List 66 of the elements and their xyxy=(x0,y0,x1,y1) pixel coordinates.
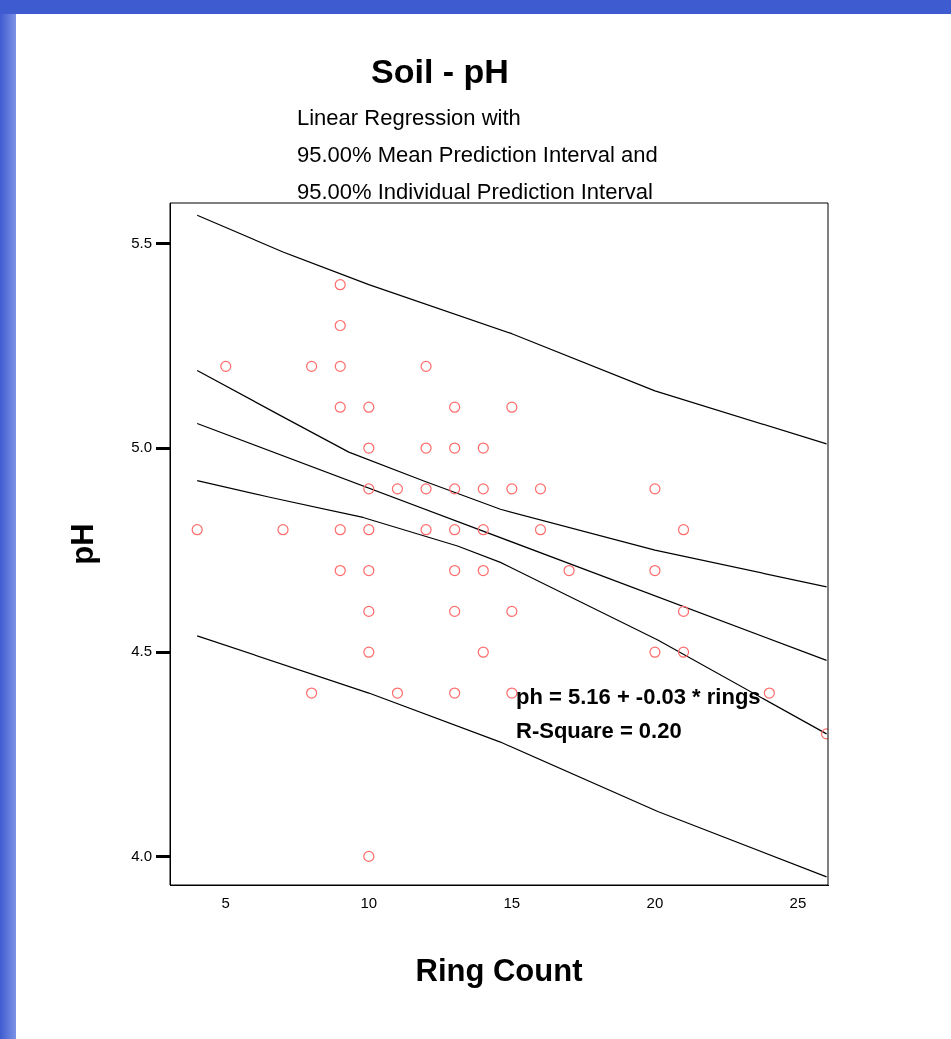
point xyxy=(363,850,375,863)
y-axis-title: pH xyxy=(65,523,101,565)
point xyxy=(649,483,661,495)
point xyxy=(763,687,775,699)
x-axis-title: Ring Count xyxy=(415,952,583,988)
point xyxy=(677,646,690,658)
chart-title: Soil - pH xyxy=(370,52,510,91)
point xyxy=(220,360,232,372)
point xyxy=(363,524,375,536)
point xyxy=(334,524,346,536)
point xyxy=(477,646,489,658)
point xyxy=(363,605,375,617)
point xyxy=(506,401,518,413)
point xyxy=(191,524,203,536)
point xyxy=(306,687,318,699)
point xyxy=(477,564,489,577)
point xyxy=(363,442,375,454)
point xyxy=(449,564,461,577)
x-tick-label: 25 xyxy=(789,894,807,912)
annotation: R-Square = 0.20 xyxy=(516,717,683,745)
point xyxy=(649,564,661,577)
point xyxy=(449,401,461,413)
point xyxy=(420,360,432,372)
point xyxy=(363,401,375,413)
point xyxy=(334,564,346,577)
x-tick-label: 15 xyxy=(503,894,521,912)
point xyxy=(334,401,346,413)
point xyxy=(449,605,461,617)
point xyxy=(363,646,375,658)
point xyxy=(420,524,432,536)
point xyxy=(534,483,547,495)
point xyxy=(306,360,318,372)
y-tick-label: 4.0 xyxy=(131,846,152,864)
point xyxy=(334,279,346,291)
point xyxy=(334,319,346,332)
x-tick-label: 5 xyxy=(221,894,230,912)
point xyxy=(363,564,375,577)
point xyxy=(506,605,518,617)
point xyxy=(277,524,289,536)
y-tick-label: 5.5 xyxy=(131,233,152,251)
point xyxy=(677,605,690,617)
point xyxy=(449,483,461,495)
point xyxy=(506,687,518,699)
point xyxy=(477,442,489,454)
point xyxy=(449,442,461,454)
point xyxy=(449,524,461,536)
point xyxy=(477,524,489,536)
x-tick-label: 10 xyxy=(360,894,378,912)
x-tick-label: 20 xyxy=(646,894,664,912)
point xyxy=(506,483,518,495)
point xyxy=(391,483,404,495)
point xyxy=(649,646,661,658)
point xyxy=(391,687,404,699)
point xyxy=(420,442,432,454)
y-tick-label: 5.0 xyxy=(131,438,152,456)
point xyxy=(420,483,432,495)
point xyxy=(563,564,575,577)
point xyxy=(477,483,489,495)
point xyxy=(677,524,690,536)
y-tick-label: 4.5 xyxy=(131,642,152,660)
chart-subtitle: Linear Regression with 95.00% Mean Prediction Interval and 95.00% Individual Prediction Interval xyxy=(297,104,658,206)
point xyxy=(334,360,346,372)
annotation: ph = 5.16 + -0.03 * rings xyxy=(516,683,761,711)
point xyxy=(363,483,375,495)
point xyxy=(534,524,547,536)
point xyxy=(449,687,461,699)
